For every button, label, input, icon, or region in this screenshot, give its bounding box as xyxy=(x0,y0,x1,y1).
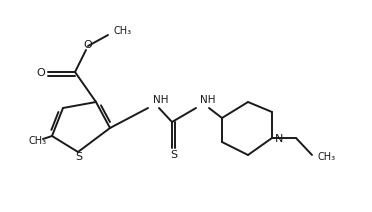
Text: CH₃: CH₃ xyxy=(113,26,131,36)
Text: NH: NH xyxy=(200,95,215,105)
Text: S: S xyxy=(76,152,83,162)
Text: O: O xyxy=(84,40,92,50)
Text: CH₃: CH₃ xyxy=(29,136,47,146)
Text: N: N xyxy=(275,134,283,144)
Text: O: O xyxy=(36,68,45,78)
Text: NH: NH xyxy=(153,95,169,105)
Text: CH₃: CH₃ xyxy=(318,152,336,162)
Text: S: S xyxy=(170,150,177,160)
